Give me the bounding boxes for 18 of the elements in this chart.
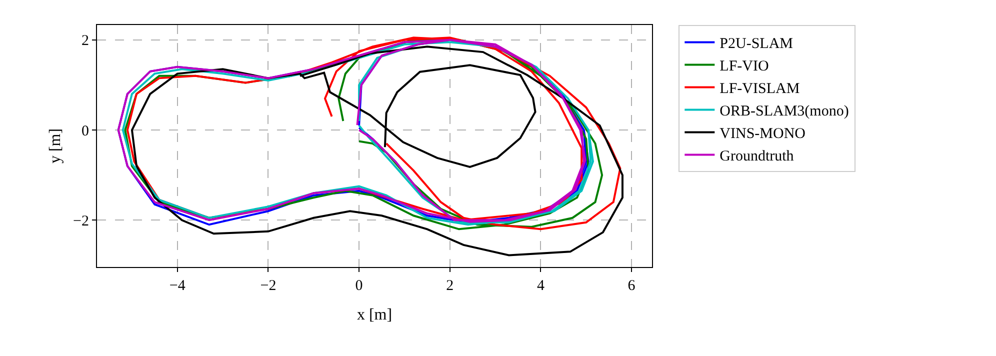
y-tick-label: −2 xyxy=(73,213,89,230)
x-tick-label: 6 xyxy=(628,278,636,294)
x-tick-label: 4 xyxy=(536,278,545,294)
x-axis-title: x [m] xyxy=(356,306,392,324)
legend-label: VINS-MONO xyxy=(720,126,806,142)
x-tick-label: 2 xyxy=(446,278,454,294)
legend-label: LF-VISLAM xyxy=(720,81,800,98)
y-axis-title: y [m] xyxy=(46,128,64,164)
legend-label: ORB-SLAM3(mono) xyxy=(720,104,849,120)
legend-label: P2U-SLAM xyxy=(720,36,794,52)
x-tick-label: −2 xyxy=(260,278,276,294)
x-tick-label: 0 xyxy=(355,278,363,294)
line-series xyxy=(130,46,624,256)
x-tick-label: −4 xyxy=(169,278,186,294)
legend-label: Groundtruth xyxy=(720,148,794,165)
legend-label: LF-VIO xyxy=(720,58,769,75)
y-tick-label: 2 xyxy=(82,33,89,50)
y-tick-label: 0 xyxy=(82,123,89,140)
